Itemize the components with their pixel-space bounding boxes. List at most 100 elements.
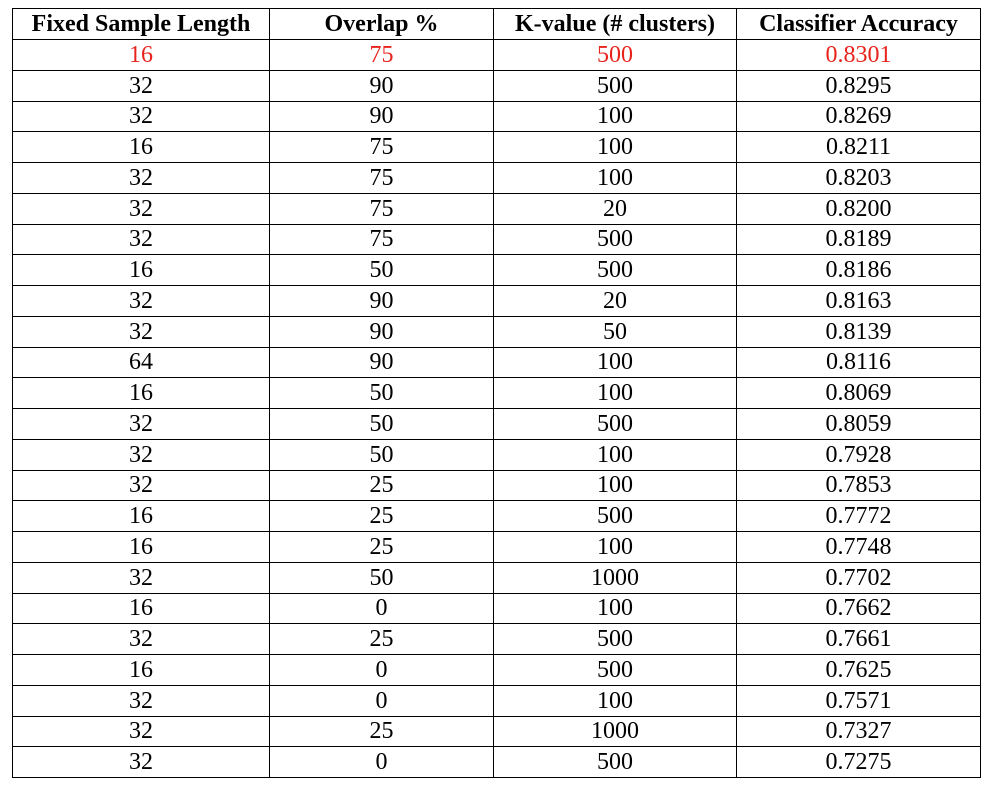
cell-overlap: 25	[269, 715, 494, 748]
table-row: 16 25 500 0.7772	[12, 500, 981, 532]
cell-accuracy: 0.7748	[736, 531, 981, 563]
header-classifier-accuracy: Classifier Accuracy	[736, 8, 981, 40]
cell-overlap: 90	[269, 69, 494, 102]
cell-accuracy: 0.7661	[736, 623, 981, 655]
cell-overlap: 75	[269, 39, 494, 71]
cell-overlap: 0	[269, 684, 494, 717]
cell-sample-length: 16	[12, 531, 270, 563]
header-fixed-sample-length: Fixed Sample Length	[12, 8, 270, 40]
cell-accuracy: 0.7327	[736, 715, 981, 748]
cell-k-value: 100	[493, 377, 737, 409]
cell-accuracy: 0.7702	[736, 561, 981, 594]
cell-k-value: 500	[493, 69, 737, 102]
cell-sample-length: 32	[12, 192, 270, 225]
cell-overlap: 50	[269, 408, 494, 440]
table-row: 16 50 500 0.8186	[12, 254, 981, 286]
cell-k-value: 100	[493, 100, 737, 133]
cell-accuracy: 0.8189	[736, 223, 981, 256]
cell-k-value: 1000	[493, 561, 737, 594]
cell-k-value: 20	[493, 192, 737, 225]
table-row: 32 75 100 0.8203	[12, 162, 981, 194]
cell-sample-length: 32	[12, 69, 270, 102]
cell-overlap: 0	[269, 654, 494, 686]
cell-k-value: 500	[493, 39, 737, 71]
cell-sample-length: 16	[12, 254, 270, 286]
cell-sample-length: 32	[12, 223, 270, 256]
cell-overlap: 75	[269, 192, 494, 225]
cell-sample-length: 16	[12, 377, 270, 409]
cell-sample-length: 32	[12, 623, 270, 655]
cell-sample-length: 32	[12, 469, 270, 502]
cell-k-value: 100	[493, 684, 737, 717]
cell-sample-length: 32	[12, 285, 270, 317]
cell-overlap: 75	[269, 131, 494, 163]
table-row: 32 0 500 0.7275	[12, 746, 981, 778]
cell-accuracy: 0.8186	[736, 254, 981, 286]
results-table-container: Fixed Sample Length Overlap % K-value (#…	[12, 8, 981, 778]
table-row: 32 90 100 0.8269	[12, 100, 981, 133]
cell-sample-length: 64	[12, 346, 270, 379]
cell-accuracy: 0.8200	[736, 192, 981, 225]
cell-k-value: 500	[493, 408, 737, 440]
cell-sample-length: 32	[12, 100, 270, 133]
cell-overlap: 90	[269, 315, 494, 348]
table-row: 32 25 500 0.7661	[12, 623, 981, 655]
cell-accuracy: 0.8301	[736, 39, 981, 71]
table-row: 32 50 500 0.8059	[12, 408, 981, 440]
cell-k-value: 100	[493, 531, 737, 563]
cell-sample-length: 16	[12, 131, 270, 163]
cell-accuracy: 0.7275	[736, 746, 981, 778]
header-row: Fixed Sample Length Overlap % K-value (#…	[12, 8, 981, 40]
table-row: 16 25 100 0.7748	[12, 531, 981, 563]
cell-accuracy: 0.7928	[736, 438, 981, 471]
cell-k-value: 100	[493, 162, 737, 194]
cell-overlap: 50	[269, 561, 494, 594]
cell-overlap: 50	[269, 377, 494, 409]
table-body: 16 75 500 0.8301 32 90 500 0.8295 32 90 100 0.8269 1…	[12, 39, 981, 778]
cell-sample-length: 16	[12, 592, 270, 625]
cell-accuracy: 0.7772	[736, 500, 981, 532]
cell-overlap: 75	[269, 162, 494, 194]
cell-k-value: 500	[493, 623, 737, 655]
cell-overlap: 25	[269, 469, 494, 502]
cell-sample-length: 32	[12, 408, 270, 440]
cell-sample-length: 32	[12, 438, 270, 471]
cell-sample-length: 32	[12, 561, 270, 594]
table-row: 32 25 1000 0.7327	[12, 715, 981, 748]
table-row: 32 75 500 0.8189	[12, 223, 981, 256]
table-row: 32 50 1000 0.7702	[12, 561, 981, 594]
cell-overlap: 25	[269, 623, 494, 655]
cell-sample-length: 16	[12, 500, 270, 532]
table-row: 32 90 20 0.8163	[12, 285, 981, 317]
cell-overlap: 90	[269, 346, 494, 379]
cell-sample-length: 32	[12, 162, 270, 194]
table-row: 16 50 100 0.8069	[12, 377, 981, 409]
cell-k-value: 500	[493, 223, 737, 256]
table-row: 16 0 500 0.7625	[12, 654, 981, 686]
cell-overlap: 0	[269, 592, 494, 625]
header-overlap-percent: Overlap %	[269, 8, 494, 40]
table-row: 32 75 20 0.8200	[12, 192, 981, 225]
cell-accuracy: 0.7853	[736, 469, 981, 502]
table-row-best: 16 75 500 0.8301	[12, 39, 981, 71]
cell-accuracy: 0.8295	[736, 69, 981, 102]
cell-accuracy: 0.8139	[736, 315, 981, 348]
cell-k-value: 500	[493, 500, 737, 532]
cell-accuracy: 0.7662	[736, 592, 981, 625]
table-row: 32 25 100 0.7853	[12, 469, 981, 502]
cell-overlap: 90	[269, 285, 494, 317]
cell-k-value: 100	[493, 592, 737, 625]
cell-overlap: 75	[269, 223, 494, 256]
cell-k-value: 500	[493, 254, 737, 286]
cell-sample-length: 16	[12, 39, 270, 71]
cell-k-value: 100	[493, 469, 737, 502]
table-row: 32 90 50 0.8139	[12, 315, 981, 348]
cell-overlap: 25	[269, 531, 494, 563]
cell-overlap: 25	[269, 500, 494, 532]
results-table: Fixed Sample Length Overlap % K-value (#…	[12, 8, 981, 778]
cell-sample-length: 32	[12, 715, 270, 748]
table-row: 16 0 100 0.7662	[12, 592, 981, 625]
cell-accuracy: 0.8116	[736, 346, 981, 379]
cell-k-value: 100	[493, 438, 737, 471]
table-row: 16 75 100 0.8211	[12, 131, 981, 163]
